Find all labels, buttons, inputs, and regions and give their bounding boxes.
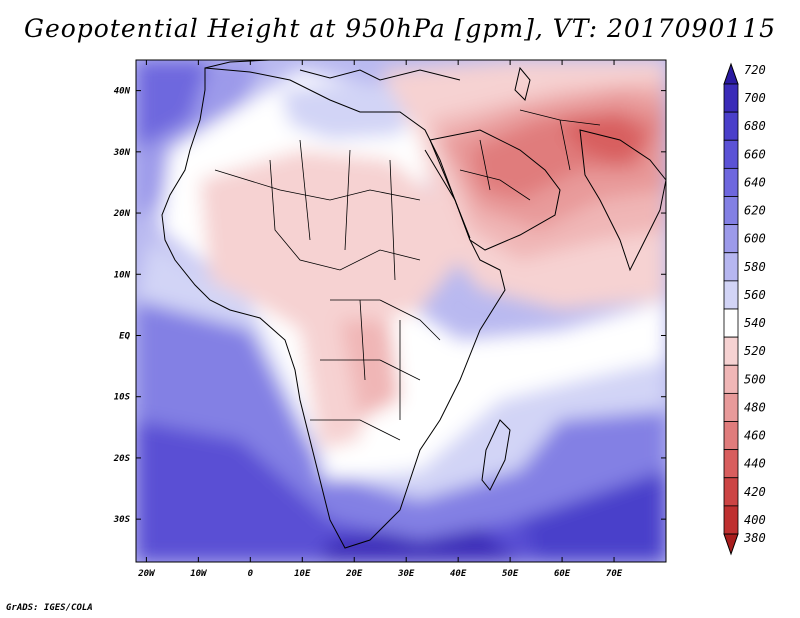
colorbar-segment [723, 280, 739, 310]
colorbar-segment [723, 364, 739, 394]
colorbar-top-arrow [723, 62, 739, 85]
colorbar-label: 480 [744, 400, 766, 414]
coastline [161, 60, 666, 549]
colorbar-label: 720 [744, 63, 766, 77]
lon-tick-label: 20W [137, 569, 156, 579]
map-title: Geopotential Height at 950hPa [gpm], VT:… [23, 14, 777, 43]
colorbar-label: 700 [744, 91, 766, 105]
colorbar-segment [723, 336, 739, 366]
lon-tick-label: 60E [554, 569, 571, 579]
colorbar-bottom-arrow [723, 533, 739, 556]
latitude-axis: 40N 30N 20N 10N EQ 10S 20S 30S [113, 87, 666, 525]
longitude-axis: 20W 10W 0 10E 20E 30E 40E 50E 60E 70E [137, 60, 623, 579]
height-field [136, 60, 666, 562]
colorbar-segment [723, 477, 739, 507]
colorbar-segment [723, 196, 739, 226]
colorbar-segment [723, 167, 739, 197]
colorbar-segment [723, 83, 739, 113]
lon-tick-label: 10W [190, 569, 208, 579]
lat-tick-label: 20S [113, 454, 131, 464]
colorbar-label: 680 [744, 119, 766, 133]
colorbar-label: 560 [744, 288, 766, 302]
lat-tick-label: 40N [114, 87, 131, 97]
lat-tick-label: 10N [114, 270, 131, 280]
colorbar-label: 620 [744, 204, 766, 218]
grads-credit: GrADS: IGES/COLA [6, 603, 93, 613]
colorbar-label: 640 [744, 175, 766, 189]
lat-tick-label: 30S [113, 515, 131, 525]
colorbar-label: 420 [744, 485, 766, 499]
lat-tick-label: 10S [114, 393, 131, 403]
colorbar-label: 400 [744, 513, 766, 527]
colorbar-segment [723, 224, 739, 254]
colorbar-segment [723, 449, 739, 479]
colorbar: 720 700 680 660 640 620 600 580 560 540 520 500 480 4… [723, 62, 766, 556]
colorbar-label: 460 [744, 429, 766, 443]
colorbar-label: 540 [744, 316, 766, 330]
lon-tick-label: 10E [294, 569, 311, 579]
map-frame [135, 59, 667, 563]
lon-tick-label: 50E [502, 569, 519, 579]
colorbar-label: 500 [744, 372, 766, 386]
colorbar-segment [723, 308, 739, 338]
lat-tick-label: 30N [113, 148, 131, 158]
colorbar-label: 440 [744, 457, 766, 471]
lon-tick-label: 70E [606, 569, 623, 579]
colorbar-label: 380 [743, 531, 766, 545]
colorbar-segment [723, 421, 739, 451]
lat-tick-label: EQ [119, 331, 130, 341]
country-borders [214, 109, 601, 441]
lon-tick-label: 30E [397, 569, 415, 579]
colorbar-segment [723, 111, 739, 141]
lon-tick-label: 20E [345, 569, 363, 579]
lon-tick-label: 0 [248, 569, 254, 579]
colorbar-label: 660 [744, 147, 766, 161]
colorbar-label: 580 [744, 260, 766, 274]
lon-tick-label: 40E [450, 569, 467, 579]
lat-tick-label: 20N [113, 209, 131, 219]
colorbar-segment [723, 139, 739, 169]
colorbar-segment [723, 252, 739, 282]
colorbar-segment [723, 392, 739, 422]
colorbar-label: 600 [744, 232, 766, 246]
colorbar-segment [723, 505, 739, 535]
colorbar-label: 520 [744, 344, 766, 358]
